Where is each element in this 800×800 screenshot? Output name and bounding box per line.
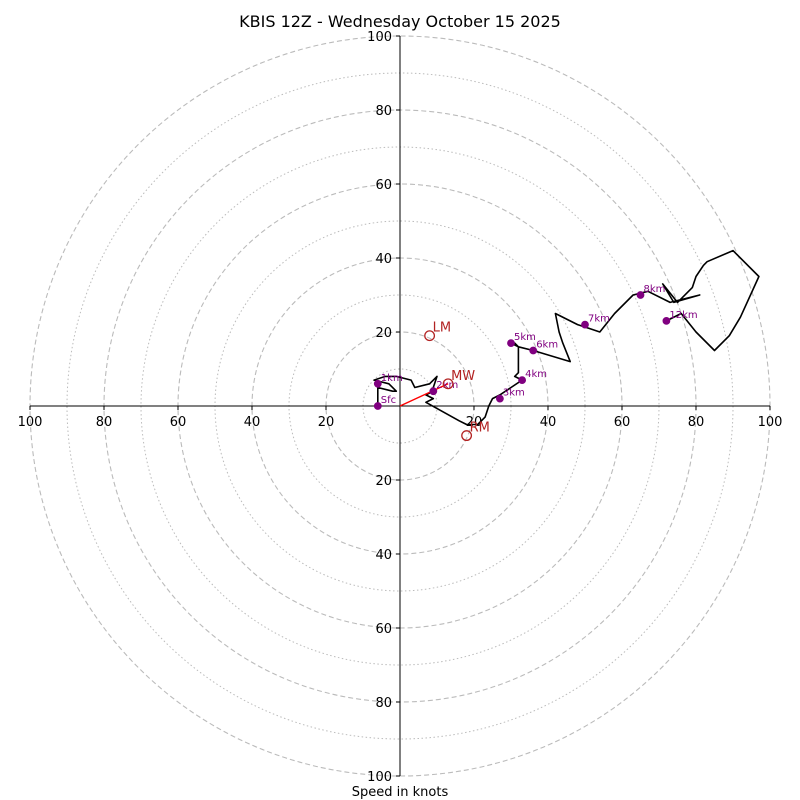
height-marker-8km [636,291,645,299]
storm-motion-label-lm: LM [433,321,451,336]
x-tick-label: 60 [170,415,187,430]
tick-labels: 100 80 60 40 20 20 40 60 80 100 100 80 60 40 20 20 40 60 8… [18,30,783,785]
height-marker-7km [581,320,589,329]
y-tick-label: 20 [375,474,392,489]
y-tick-label: 40 [375,548,392,563]
height-marker-6km [529,346,538,355]
x-tick-label: 20 [466,415,483,430]
y-tick-label: 40 [375,252,392,267]
y-tick-label: 100 [367,770,392,785]
height-label-3km: 3km [503,388,525,399]
x-tick-label: 20 [318,415,335,430]
height-marker-2km [429,387,438,396]
height-marker-sfc [373,402,382,410]
hodograph-trace-group [373,249,760,426]
storm-motion-mw [442,378,454,390]
height-label-12km: 12km [669,310,697,321]
x-tick-label: 100 [18,415,43,430]
y-tick-label: 60 [375,622,392,637]
height-marker-12km [662,317,671,325]
y-tick-label: 20 [375,326,392,341]
y-tick-label: 100 [367,30,392,45]
height-marker-1km [373,379,382,388]
x-tick-label: 100 [758,415,783,430]
height-label-6km: 6km [536,340,558,351]
storm-motion-markers: LM MW RM [424,321,490,442]
hodograph-trace [373,249,760,426]
storm-motion-label-rm: RM [470,421,490,436]
height-label-2km: 2km [436,380,458,391]
x-axis-label: Speed in knots [352,785,449,800]
x-tick-label: 40 [244,415,261,430]
height-label-1km: 1km [381,373,403,384]
storm-motion-rm [461,430,473,442]
height-marker-5km [507,339,515,348]
height-label-8km: 8km [644,284,666,295]
storm-motion-label-mw: MW [451,369,475,384]
x-tick-label: 80 [688,415,705,430]
height-marker-4km [518,376,526,385]
height-label-4km: 4km [525,369,547,380]
storm-motion-lm [424,330,436,342]
x-tick-label: 40 [540,415,557,430]
height-marker-3km [496,394,504,403]
chart-title: KBIS 12Z - Wednesday October 15 2025 [239,12,561,31]
y-tick-label: 60 [375,178,392,193]
x-tick-label: 80 [96,415,113,430]
x-tick-label: 60 [614,415,631,430]
height-label-sfc: Sfc [381,395,396,406]
y-tick-label: 80 [375,104,392,119]
height-label-7km: 7km [588,314,610,325]
y-tick-label: 80 [375,696,392,711]
mean-wind-vector [399,383,449,407]
height-label-5km: 5km [514,332,536,343]
